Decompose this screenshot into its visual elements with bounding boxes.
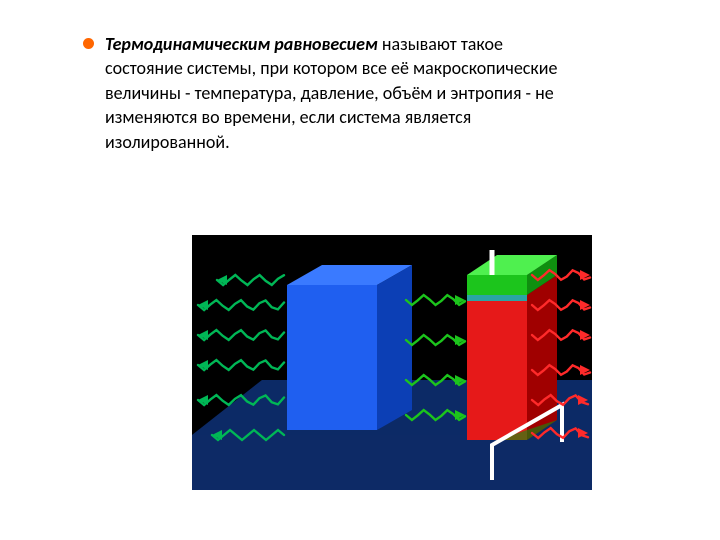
thermo-figure: [192, 235, 592, 490]
term: Термодинамическим равновесием: [105, 33, 378, 55]
slide: Термодинамическим равновесием называют т…: [0, 0, 720, 540]
definition-text: Термодинамическим равновесием называют т…: [105, 32, 575, 154]
bullet-block: Термодинамическим равновесием называют т…: [105, 32, 575, 154]
bullet-icon: [83, 38, 94, 49]
